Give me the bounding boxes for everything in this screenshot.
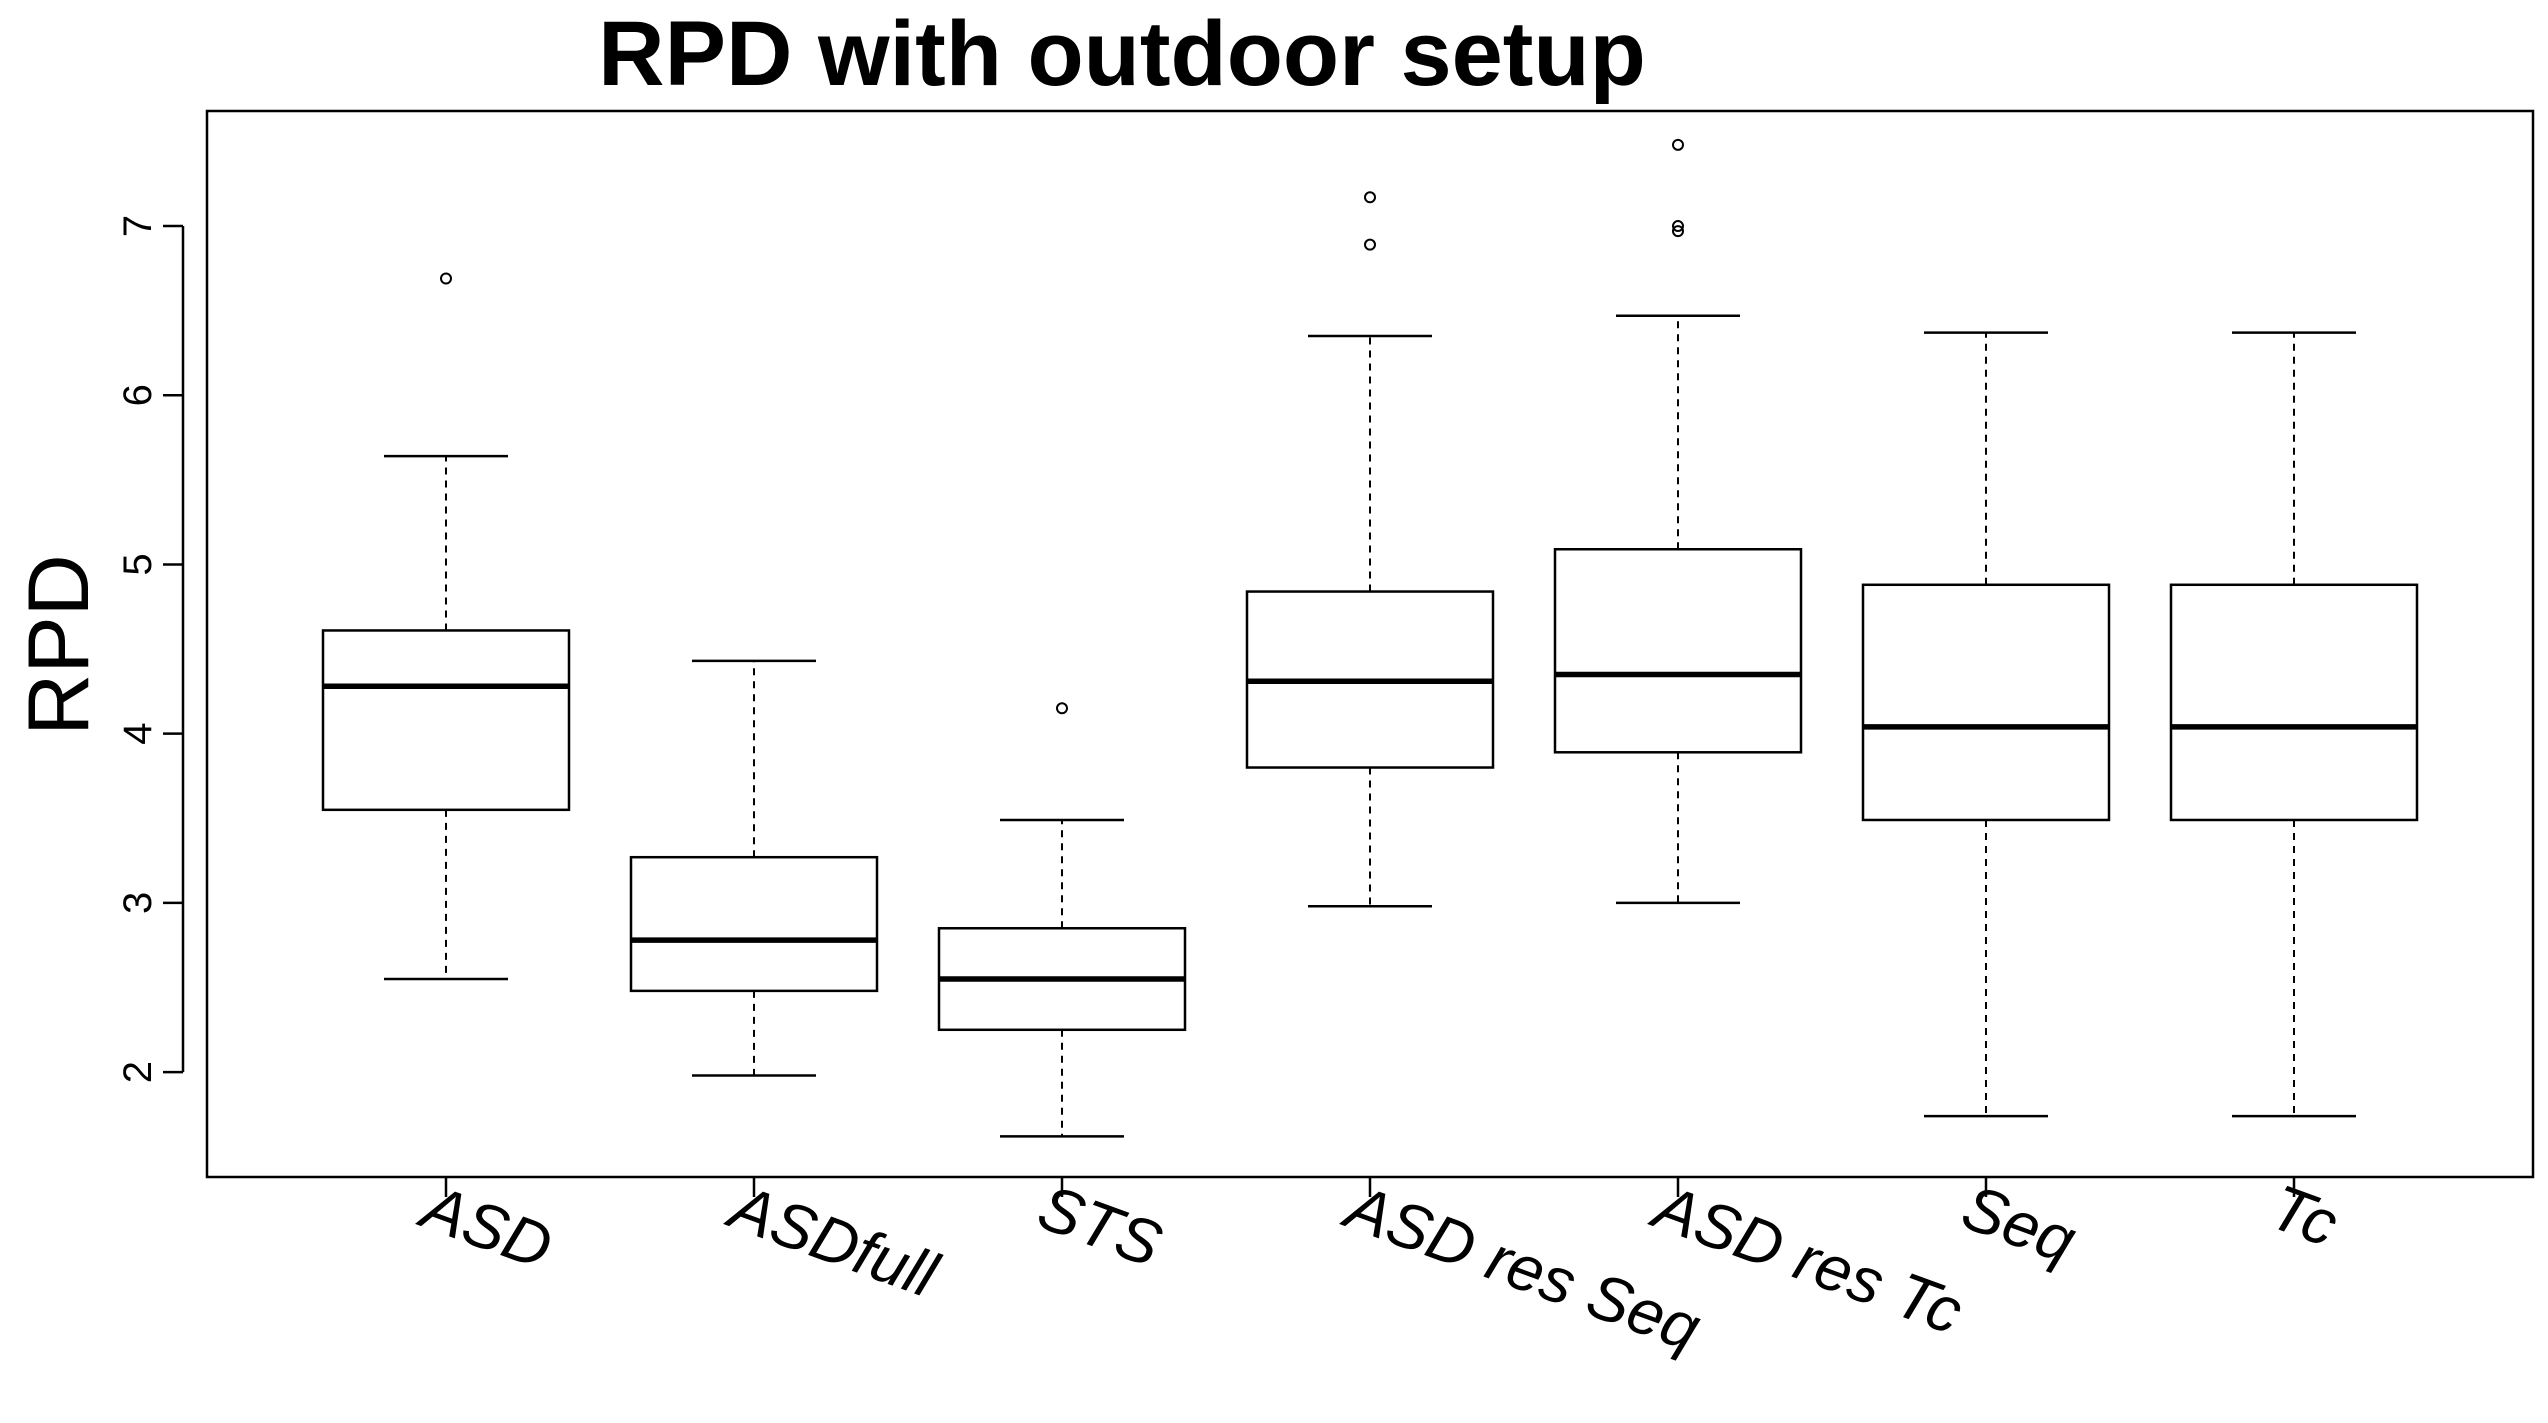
- y-axis-tick-label: 7: [116, 215, 160, 237]
- interquartile-box: [2169, 583, 2419, 822]
- x-axis-tick-label: Seq: [1953, 1170, 2085, 1277]
- x-axis-tick-label: Tc: [2261, 1170, 2347, 1260]
- outlier-point: [1672, 138, 1684, 151]
- interquartile-box: [629, 855, 879, 993]
- x-axis-tick-label: ASDfull: [717, 1169, 948, 1312]
- outlier-point: [440, 272, 452, 285]
- y-axis: 2 3 4 5 6 7: [116, 215, 185, 1083]
- interquartile-box: [321, 629, 571, 812]
- outlier-point: [1364, 238, 1376, 251]
- outlier-point: [1672, 220, 1684, 233]
- box-1: [321, 272, 571, 981]
- y-axis-tick-label: 2: [116, 1061, 160, 1083]
- box-3: [937, 702, 1187, 1138]
- outlier-point: [1056, 702, 1068, 715]
- y-axis-tick-label: 6: [116, 384, 160, 406]
- y-axis-label: RPD: [11, 554, 107, 736]
- outlier-point: [1364, 191, 1376, 204]
- box-5: [1553, 138, 1803, 905]
- interquartile-box: [1861, 583, 2111, 822]
- outlier-point: [1672, 225, 1684, 238]
- x-axis-tick-label: ASD: [409, 1169, 561, 1283]
- boxes-group: [321, 138, 2419, 1138]
- interquartile-box: [1553, 547, 1803, 754]
- y-axis-tick-label: 5: [116, 553, 160, 575]
- box-7: [2169, 331, 2419, 1118]
- chart-title: RPD with outdoor setup: [598, 3, 1646, 105]
- box-2: [629, 659, 879, 1077]
- box-4: [1245, 191, 1495, 908]
- x-axis-tick-label: ASD res Seq: [1333, 1169, 1709, 1365]
- x-axis-tick-label: STS: [1029, 1170, 1171, 1280]
- box-6: [1861, 331, 2111, 1118]
- y-axis-tick-label: 4: [116, 723, 160, 745]
- y-axis-tick-label: 3: [116, 892, 160, 914]
